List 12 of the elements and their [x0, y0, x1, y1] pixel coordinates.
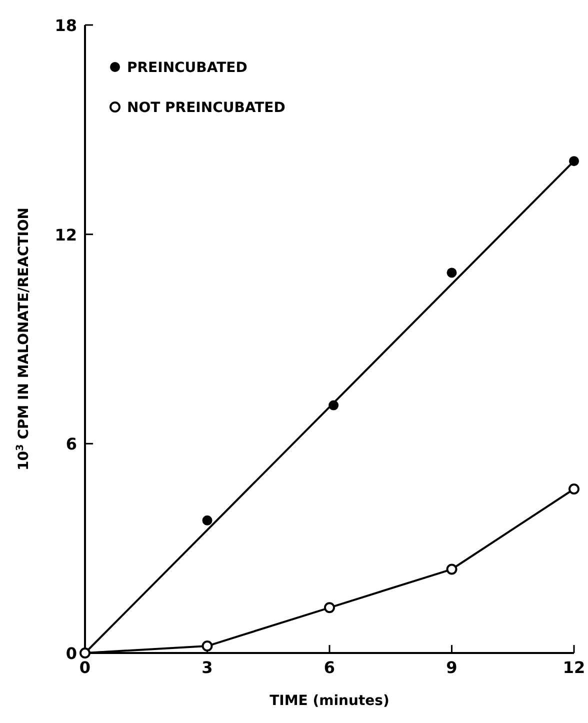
x-tick-label: 6 — [324, 658, 336, 677]
legend-label: NOT PREINCUBATED — [127, 100, 286, 116]
legend-label: PREINCUBATED — [127, 60, 248, 76]
y-tick-label: 0 — [66, 644, 77, 663]
x-axis-title: TIME (minutes) — [270, 693, 390, 709]
x-tick-label: 12 — [562, 658, 586, 677]
x-tick-label: 9 — [446, 658, 458, 677]
y-tick-label: 12 — [54, 225, 77, 244]
x-tick-label: 0 — [79, 658, 91, 677]
y-tick-label: 18 — [54, 16, 77, 35]
x-tick-label: 3 — [202, 658, 213, 677]
y-tick-label: 6 — [66, 434, 77, 454]
